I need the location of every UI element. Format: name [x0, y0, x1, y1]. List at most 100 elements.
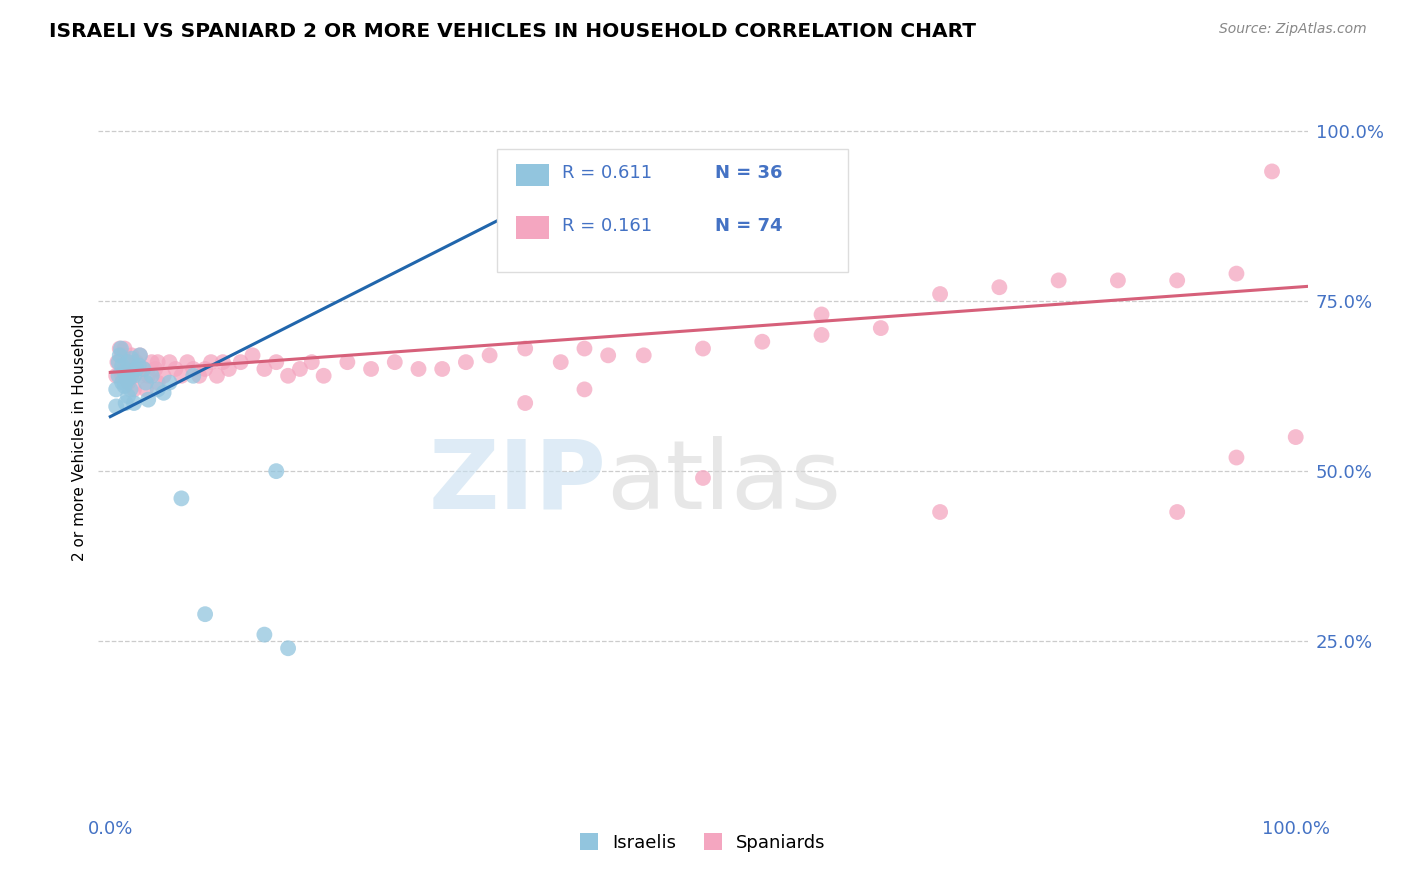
Point — [121, 348, 143, 362]
Point — [692, 342, 714, 356]
Point — [110, 342, 132, 356]
Point — [141, 355, 163, 369]
Point — [152, 368, 174, 383]
Point — [114, 396, 136, 410]
Point — [176, 355, 198, 369]
Point — [141, 368, 163, 383]
Point — [129, 348, 152, 362]
Point — [114, 342, 136, 356]
Point — [264, 355, 287, 369]
Point — [212, 355, 235, 369]
Point — [105, 383, 128, 397]
Point — [108, 348, 131, 362]
Point — [200, 355, 222, 369]
Point — [929, 505, 952, 519]
Point — [146, 376, 169, 390]
Point — [105, 355, 128, 369]
Point — [107, 355, 129, 369]
Point — [136, 368, 159, 383]
Point — [277, 641, 299, 656]
Point — [105, 368, 128, 383]
Point — [129, 348, 152, 362]
Point — [1047, 273, 1070, 287]
Point — [111, 368, 134, 383]
Point — [132, 362, 155, 376]
Point — [129, 368, 152, 383]
Point — [181, 362, 204, 376]
Point — [988, 280, 1011, 294]
Point — [277, 368, 299, 383]
Point — [170, 491, 193, 506]
Point — [121, 368, 143, 383]
Text: Source: ZipAtlas.com: Source: ZipAtlas.com — [1219, 22, 1367, 37]
Point — [165, 362, 187, 376]
Point — [117, 355, 139, 369]
Point — [218, 362, 240, 376]
Point — [181, 368, 204, 383]
Text: ISRAELI VS SPANIARD 2 OR MORE VEHICLES IN HOUSEHOLD CORRELATION CHART: ISRAELI VS SPANIARD 2 OR MORE VEHICLES I… — [49, 22, 976, 41]
Point — [111, 348, 134, 362]
Point — [408, 362, 430, 376]
Point — [105, 400, 128, 414]
Point — [135, 376, 157, 390]
Point — [205, 368, 228, 383]
Bar — [516, 163, 550, 186]
Point — [1261, 164, 1284, 178]
Point — [122, 383, 145, 397]
Point — [598, 348, 620, 362]
Point — [146, 355, 169, 369]
Point — [288, 362, 311, 376]
Point — [111, 359, 134, 373]
Point — [114, 376, 136, 390]
Point — [194, 362, 217, 376]
Point — [114, 362, 136, 376]
Point — [120, 368, 142, 383]
Point — [111, 376, 134, 390]
Point — [132, 362, 155, 376]
Point — [1225, 267, 1247, 281]
Point — [1166, 273, 1188, 287]
Point — [188, 368, 211, 383]
Point — [117, 355, 139, 369]
Point — [929, 287, 952, 301]
Point — [114, 379, 136, 393]
Bar — [516, 216, 550, 238]
Text: N = 36: N = 36 — [716, 164, 783, 182]
Point — [122, 368, 145, 383]
Point — [108, 342, 131, 356]
Point — [114, 365, 136, 379]
Text: atlas: atlas — [606, 435, 841, 529]
Point — [253, 627, 276, 641]
Point — [143, 362, 166, 376]
Point — [125, 362, 148, 376]
Point — [120, 383, 142, 397]
Point — [751, 334, 773, 349]
Text: R = 0.611: R = 0.611 — [561, 164, 651, 182]
Point — [135, 383, 157, 397]
Point — [1285, 430, 1308, 444]
Text: N = 74: N = 74 — [716, 217, 783, 235]
Point — [117, 389, 139, 403]
Point — [125, 355, 148, 369]
Point — [312, 368, 335, 383]
Point — [301, 355, 323, 369]
Point — [810, 308, 832, 322]
Point — [478, 348, 501, 362]
Point — [107, 368, 129, 383]
Point — [432, 362, 454, 376]
Point — [384, 355, 406, 369]
Point — [121, 351, 143, 366]
Point — [136, 392, 159, 407]
Text: R = 0.161: R = 0.161 — [561, 217, 651, 235]
Point — [1225, 450, 1247, 465]
Point — [146, 383, 169, 397]
Point — [128, 359, 150, 373]
Point — [170, 368, 193, 383]
Point — [454, 355, 477, 369]
Point — [159, 355, 181, 369]
Point — [810, 327, 832, 342]
Point — [574, 383, 596, 397]
Point — [515, 396, 537, 410]
Point — [122, 362, 145, 376]
Point — [692, 471, 714, 485]
